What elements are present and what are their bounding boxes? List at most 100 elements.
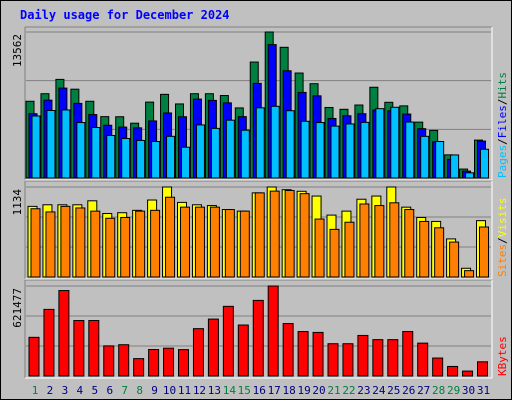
x-tick-label: 7 — [121, 384, 128, 397]
x-tick-label: 22 — [342, 384, 355, 397]
bar-sites-day-31 — [479, 226, 489, 278]
bar-kbytes-day-26 — [402, 331, 414, 377]
x-tick-label: 8 — [136, 384, 143, 397]
bar-kbytes-day-22 — [342, 343, 354, 377]
x-tick-label: 6 — [106, 384, 113, 397]
x-tick-label: 17 — [268, 384, 281, 397]
legend-hits-files-pages: Pages/Files/Hits — [496, 72, 509, 178]
x-tick-label: 5 — [91, 384, 98, 397]
legend-separator: / — [496, 99, 509, 106]
bar-pages-day-5 — [91, 127, 101, 179]
x-tick-label: 13 — [208, 384, 221, 397]
bar-pages-day-4 — [76, 122, 86, 179]
bar-sites-day-5 — [90, 210, 101, 278]
bar-kbytes-day-3 — [58, 290, 70, 377]
bar-pages-day-8 — [136, 139, 146, 179]
bar-kbytes-day-6 — [103, 345, 115, 377]
bar-kbytes-day-25 — [387, 339, 399, 377]
bar-kbytes-day-14 — [222, 305, 234, 377]
x-tick-label: 4 — [77, 384, 84, 397]
bar-pages-day-29 — [450, 154, 460, 179]
bar-pages-day-25 — [390, 106, 400, 179]
bar-kbytes-day-15 — [237, 324, 249, 377]
x-tick-label: 25 — [387, 384, 400, 397]
bar-sites-day-19 — [299, 193, 310, 278]
legend-separator: / — [496, 138, 509, 145]
bar-sites-day-26 — [404, 209, 415, 278]
bar-sites-day-8 — [135, 210, 146, 278]
legend-visits: Visits — [496, 198, 509, 238]
x-tick-label: 24 — [372, 384, 386, 397]
bar-kbytes-day-28 — [432, 357, 444, 377]
x-tick-label: 18 — [283, 384, 296, 397]
bar-pages-day-2 — [46, 110, 56, 179]
bar-sites-day-1 — [30, 208, 41, 278]
bar-pages-day-6 — [106, 134, 116, 179]
bar-kbytes-day-1 — [28, 336, 40, 377]
x-tick-label: 30 — [462, 384, 475, 397]
bar-pages-day-12 — [195, 124, 205, 179]
bar-pages-day-24 — [375, 108, 385, 179]
bar-sites-day-7 — [120, 216, 131, 278]
legend-kbytes: KBytes — [496, 336, 509, 376]
bar-sites-day-27 — [419, 220, 430, 278]
bar-pages-day-3 — [61, 109, 71, 179]
bar-sites-day-24 — [374, 205, 385, 278]
legend-files: Files — [496, 105, 509, 138]
bar-kbytes-day-8 — [133, 358, 145, 377]
bar-sites-day-6 — [105, 217, 116, 278]
bar-sites-day-17 — [269, 190, 280, 278]
bar-sites-day-4 — [75, 207, 86, 278]
bar-pages-day-11 — [181, 146, 190, 179]
chart-title: Daily usage for December 2024 — [20, 8, 230, 22]
bar-kbytes-day-11 — [178, 349, 189, 377]
x-tick-label: 20 — [312, 384, 325, 397]
bar-kbytes-day-20 — [312, 331, 324, 377]
bar-kbytes-day-30 — [462, 370, 474, 377]
bar-pages-day-17 — [270, 105, 280, 179]
bar-pages-day-10 — [166, 135, 176, 179]
bar-sites-day-15 — [239, 210, 250, 278]
x-tick-label: 16 — [253, 384, 266, 397]
bar-pages-day-1 — [31, 115, 41, 179]
bar-pages-day-28 — [435, 141, 445, 179]
bar-pages-day-26 — [405, 121, 415, 179]
bar-sites-day-23 — [359, 203, 370, 278]
bar-sites-day-20 — [314, 218, 325, 278]
bar-pages-day-31 — [480, 148, 489, 179]
bar-sites-day-29 — [449, 241, 460, 278]
bar-pages-day-21 — [330, 125, 340, 179]
x-tick-label: 1 — [32, 384, 39, 397]
bar-pages-day-20 — [315, 122, 325, 179]
bar-kbytes-day-13 — [207, 318, 219, 377]
bar-sites-day-2 — [45, 211, 56, 278]
bar-kbytes-day-18 — [282, 323, 294, 377]
bar-sites-day-3 — [60, 205, 71, 278]
bar-pages-day-16 — [255, 107, 265, 179]
x-tick-label: 10 — [163, 384, 176, 397]
bar-pages-day-18 — [285, 110, 295, 179]
bar-kbytes-day-31 — [477, 361, 488, 377]
x-tick-label: 19 — [297, 384, 310, 397]
legend-hits: Hits — [496, 72, 509, 99]
legend-pages: Pages — [496, 145, 509, 178]
x-tick-label: 2 — [47, 384, 54, 397]
legend-kbytes: KBytes — [496, 336, 509, 376]
bar-kbytes-day-24 — [372, 339, 384, 377]
bar-sites-day-28 — [434, 227, 445, 278]
y-max-label-visits-sites: 1134 — [11, 189, 24, 216]
bar-kbytes-day-17 — [267, 285, 279, 377]
legend-visits-sites: Sites/Visits — [496, 198, 509, 278]
bar-kbytes-day-27 — [417, 342, 429, 377]
x-tick-label: 26 — [402, 384, 415, 397]
bar-sites-day-12 — [194, 206, 205, 278]
x-tick-label: 27 — [417, 384, 430, 397]
x-tick-label: 31 — [477, 384, 490, 397]
bar-pages-day-9 — [151, 141, 161, 179]
x-tick-label: 23 — [357, 384, 370, 397]
x-tick-label: 29 — [447, 384, 460, 397]
bar-kbytes-day-10 — [163, 347, 175, 377]
x-tick-label: 11 — [178, 384, 191, 397]
